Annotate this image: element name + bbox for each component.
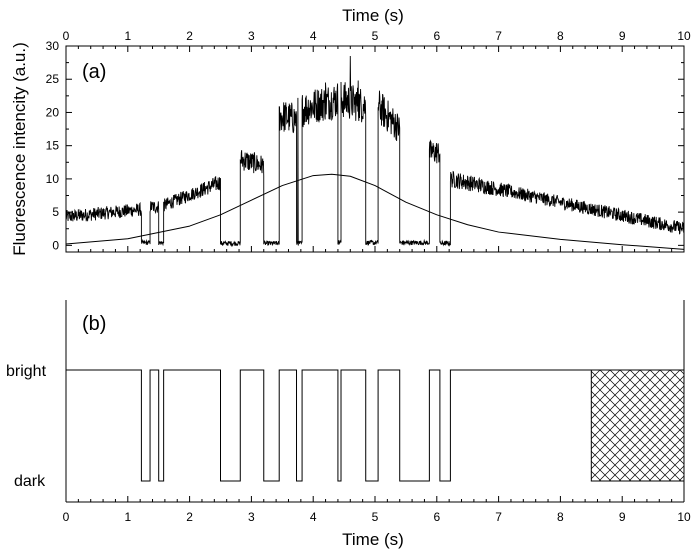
a-y-tick-label: 20: [46, 105, 60, 119]
intensity-envelope-curve: [65, 173, 685, 250]
a-x-tick-label: 10: [677, 29, 691, 43]
a-x-tick-label: 7: [495, 29, 502, 43]
a-x-tick-label: 1: [124, 29, 131, 43]
b-x-tick-label: 7: [495, 510, 502, 524]
a-y-tick-label: 25: [46, 72, 60, 86]
panel-a: 0 1 2 3 4 5 6 7 8 9 10 0 5 10 15 20 25 30 (a) Time (s) Fl…: [10, 6, 691, 256]
a-x-tick-label: 4: [310, 29, 317, 43]
panel-a-label: (a): [82, 61, 106, 83]
b-x-tick-label: 9: [619, 510, 626, 524]
b-x-tick-label: 4: [310, 510, 317, 524]
a-x-tick-label: 3: [248, 29, 255, 43]
state-label-bright: bright: [6, 363, 47, 380]
a-y-tick-label: 0: [52, 238, 59, 252]
b-x-tick-label: 3: [248, 510, 255, 524]
a-x-tick-label: 8: [557, 29, 564, 43]
a-x-tick-label: 2: [186, 29, 193, 43]
b-x-tick-label: 10: [677, 510, 691, 524]
bright-dark-state-trace: [66, 369, 592, 482]
panel-a-series: [65, 55, 685, 250]
panel-b-x-axis-title: Time (s): [342, 530, 404, 549]
a-x-tick-label: 6: [433, 29, 440, 43]
panel-a-x-axis-title: Time (s): [342, 6, 404, 25]
panel-b-series: [66, 369, 592, 482]
panel-a-y-axis-title: Fluorescence intencity (a.u.): [10, 42, 29, 256]
b-x-tick-label: 2: [186, 510, 193, 524]
a-y-tick-label: 10: [46, 172, 60, 186]
state-label-dark: dark: [14, 473, 46, 490]
a-x-tick-label: 9: [619, 29, 626, 43]
panel-b-label: (b): [82, 313, 106, 335]
a-y-tick-label: 5: [52, 205, 59, 219]
panel-a-ticks: 0 1 2 3 4 5 6 7 8 9 10 0 5 10 15 20 25 30: [46, 29, 691, 252]
b-x-tick-label: 5: [372, 510, 379, 524]
b-x-tick-label: 6: [433, 510, 440, 524]
fluorescence-trace: [65, 55, 685, 248]
b-x-tick-label: 1: [124, 510, 131, 524]
hatched-region: [590, 369, 685, 482]
b-x-tick-label: 0: [63, 510, 70, 524]
panel-b-ticks: 0 1 2 3 4 5 6 7 8 9 10: [63, 300, 691, 524]
b-x-tick-label: 8: [557, 510, 564, 524]
a-x-tick-label: 0: [63, 29, 70, 43]
panel-b: 0 1 2 3 4 5 6 7 8 9 10 (b) bright dark Time (s): [6, 300, 691, 549]
a-y-tick-label: 15: [46, 139, 60, 153]
a-y-tick-label: 30: [46, 39, 60, 53]
a-x-tick-label: 5: [372, 29, 379, 43]
